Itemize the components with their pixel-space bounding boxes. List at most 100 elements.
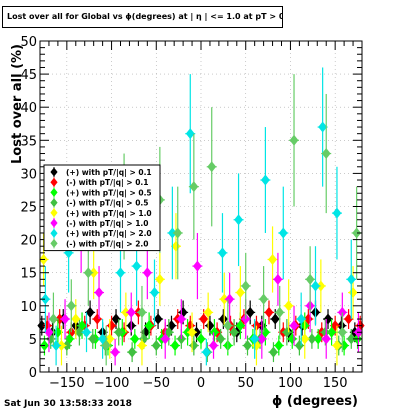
data-point [269, 346, 278, 358]
data-point [284, 300, 294, 312]
data-point [111, 313, 121, 325]
legend-box [43, 164, 161, 252]
legend: (+) with pT/|q| > 0.1(-) with pT/|q| > 0… [43, 164, 161, 252]
data-point [218, 313, 228, 325]
data-point [219, 293, 229, 305]
x-tick-label: 50 [237, 376, 254, 391]
data-point [77, 320, 87, 332]
legend-label: (+) with pT/|q| > 0.5 [66, 188, 152, 198]
data-point [49, 313, 58, 325]
data-point [209, 340, 218, 352]
legend-label: (-) with pT/|q| > 0.1 [66, 178, 148, 188]
data-point [173, 227, 183, 239]
data-point [305, 273, 315, 285]
data-point [85, 306, 95, 318]
data-point [300, 333, 310, 345]
data-point [57, 340, 66, 352]
data-point [110, 346, 120, 358]
data-point [160, 333, 170, 345]
data-point [313, 333, 323, 345]
data-point [55, 313, 65, 325]
data-point [189, 340, 199, 352]
data-point [332, 207, 342, 219]
y-tick-label: 35 [20, 134, 37, 149]
x-tick-label: −150 [49, 376, 85, 391]
data-point [307, 333, 317, 345]
data-point [268, 253, 277, 265]
data-point [193, 260, 202, 272]
data-point [40, 293, 50, 305]
data-point [94, 287, 104, 299]
x-tick-label: 100 [278, 376, 303, 391]
data-point [259, 293, 269, 305]
y-tick-label: 5 [29, 333, 37, 348]
data-point [321, 333, 331, 345]
data-point [207, 161, 217, 173]
data-point [199, 313, 209, 325]
y-tick-label: 40 [20, 101, 37, 116]
data-point [337, 320, 346, 332]
y-tick-label: 50 [20, 35, 37, 50]
data-point [142, 267, 152, 279]
data-point [337, 326, 347, 338]
data-point [235, 287, 245, 299]
data-point [62, 340, 72, 352]
data-point [167, 320, 176, 332]
y-tick-label: 45 [20, 68, 37, 83]
data-point [245, 306, 255, 318]
data-point [105, 333, 115, 345]
data-point [74, 326, 84, 338]
legend-label: (+) with pT/|q| > 1.0 [66, 209, 152, 219]
data-point [289, 134, 299, 146]
data-point [89, 267, 99, 279]
data-point [270, 313, 280, 325]
data-point [137, 340, 147, 352]
data-point [189, 181, 199, 193]
data-point [316, 280, 326, 292]
data-point [311, 280, 320, 292]
data-point [346, 333, 356, 345]
data-point [327, 326, 336, 338]
data-point [132, 260, 141, 272]
legend-label: (-) with pT/|q| > 2.0 [66, 239, 148, 249]
data-point [225, 293, 235, 305]
chart-title: Lost over all for Global vs ϕ(degrees) a… [2, 6, 283, 28]
data-point [243, 340, 252, 352]
data-point [88, 333, 98, 345]
data-point [98, 333, 108, 345]
data-point [323, 313, 333, 325]
legend-label: (-) with pT/|q| > 0.5 [66, 199, 148, 209]
data-point [114, 326, 124, 338]
data-point [203, 306, 213, 318]
x-axis-label: ϕ (degrees) [272, 394, 358, 409]
data-point [218, 247, 227, 259]
data-point [201, 346, 211, 358]
data-point [153, 313, 163, 325]
data-point [332, 340, 342, 352]
data-point [60, 313, 70, 325]
data-point [101, 340, 111, 352]
data-point [196, 333, 206, 345]
data-point [273, 273, 283, 285]
data-point [321, 148, 331, 160]
timestamp: Sat Jun 30 13:58:33 2018 [4, 399, 132, 409]
data-point [116, 267, 125, 279]
y-tick-label: 30 [20, 167, 37, 182]
data-point [320, 326, 330, 338]
data-point [274, 340, 284, 352]
legend-label: (+) with pT/|q| > 2.0 [66, 229, 152, 239]
data-point [278, 227, 288, 239]
data-point [250, 333, 260, 345]
data-point [126, 306, 136, 318]
x-tick-label: −50 [143, 376, 170, 391]
data-point [289, 320, 299, 332]
data-point [223, 320, 233, 332]
x-tick-label: 0 [197, 376, 205, 391]
data-point [252, 340, 261, 352]
data-point [137, 306, 147, 318]
data-point [155, 273, 165, 285]
y-tick-label: 25 [20, 201, 37, 216]
data-point [171, 240, 181, 252]
data-point [352, 227, 362, 239]
